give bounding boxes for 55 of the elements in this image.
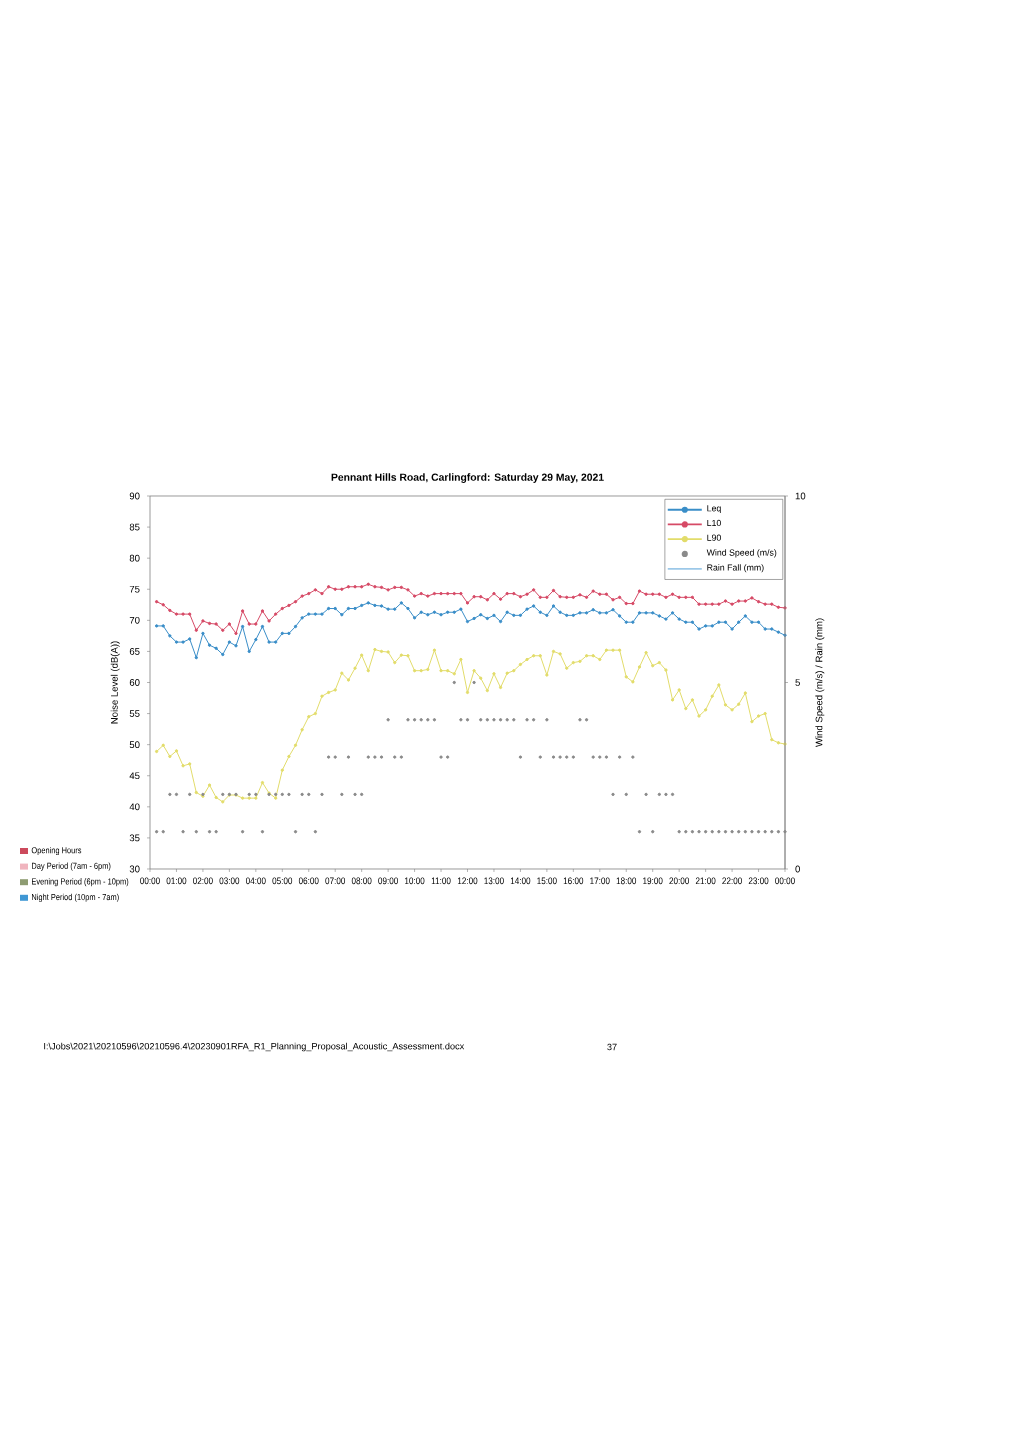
x-tick-label: 18:00 [616, 877, 637, 885]
text: 37 [607, 1043, 617, 1051]
y2-tick-label: 0 [795, 865, 800, 873]
x-tick-label: 11:00 [431, 877, 451, 885]
x-tick-label: 00:00 [775, 877, 795, 885]
legend-label: Leq [707, 505, 721, 514]
x-tick-label: 10:00 [405, 877, 425, 885]
y-tick-label: 55 [129, 710, 140, 717]
x-tick-label: 09:00 [378, 877, 398, 885]
x-tick-label: 05:00 [272, 877, 293, 885]
y-tick-label: 80 [129, 554, 140, 562]
x-tick-label: 14:00 [510, 877, 531, 885]
y2-tick-label: 10 [795, 492, 806, 500]
x-tick-label: 01:00 [166, 877, 187, 885]
x-tick-label: 12:00 [457, 877, 478, 885]
y-tick-label: 70 [129, 616, 140, 624]
x-tick-label: 00:00 [140, 877, 160, 885]
legend-label: L10 [707, 519, 721, 527]
x-tick-label: 17:00 [590, 877, 610, 885]
y-tick-label: 45 [129, 772, 140, 780]
x-tick-label: 07:00 [325, 877, 346, 885]
y-tick-label: 85 [129, 523, 140, 531]
legend-label: L90 [707, 534, 721, 541]
y-tick-label: 50 [129, 741, 140, 749]
x-tick-label: 02:00 [193, 877, 213, 885]
y-tick-label: 30 [129, 865, 140, 873]
text: I:\Jobs\2021\20210596\20210596.4\20230901RFA_R1_Planning_Proposal_Acoustic_Assessment.docx [44, 1042, 465, 1052]
x-tick-label: 13:00 [484, 877, 504, 885]
y-tick-label: 90 [129, 492, 140, 500]
x-tick-label: 16:00 [563, 877, 584, 885]
category-label: Day Period (7am - 6pm) [32, 862, 111, 871]
y-tick-label: 75 [129, 585, 140, 593]
y-tick-label: 65 [129, 648, 140, 655]
y-tick-label: 35 [129, 834, 140, 842]
x-tick-label: 23:00 [748, 877, 769, 885]
y2-axis-title: Wind Speed (m/s) / Rain (mm) [815, 618, 825, 748]
category-label: Evening Period (6pm - 10pm) [32, 878, 129, 887]
y-tick-label: 60 [129, 679, 140, 686]
y2-tick-label: 5 [795, 679, 800, 686]
x-tick-label: 03:00 [219, 877, 240, 885]
y-tick-label: 40 [129, 803, 140, 811]
x-tick-label: 06:00 [298, 877, 319, 885]
x-tick-label: 22:00 [722, 877, 742, 885]
chart-title: Pennant Hills Road, Carlingford: Saturday 29 May, 2021 [331, 473, 604, 483]
category-label: Night Period (10pm - 7am) [32, 893, 119, 902]
x-tick-label: 15:00 [537, 877, 557, 885]
category-label: Opening Hours [31, 846, 82, 856]
x-tick-label: 04:00 [245, 877, 266, 885]
x-tick-label: 19:00 [643, 877, 663, 885]
x-tick-label: 08:00 [351, 877, 372, 885]
legend-label: Wind Speed (m/s) [706, 549, 777, 558]
x-tick-label: 21:00 [695, 877, 716, 885]
legend-label: Rain Fall (mm) [707, 564, 764, 573]
y-axis-title: Noise Level (dB(A)) [110, 641, 120, 724]
x-tick-label: 20:00 [669, 877, 690, 885]
